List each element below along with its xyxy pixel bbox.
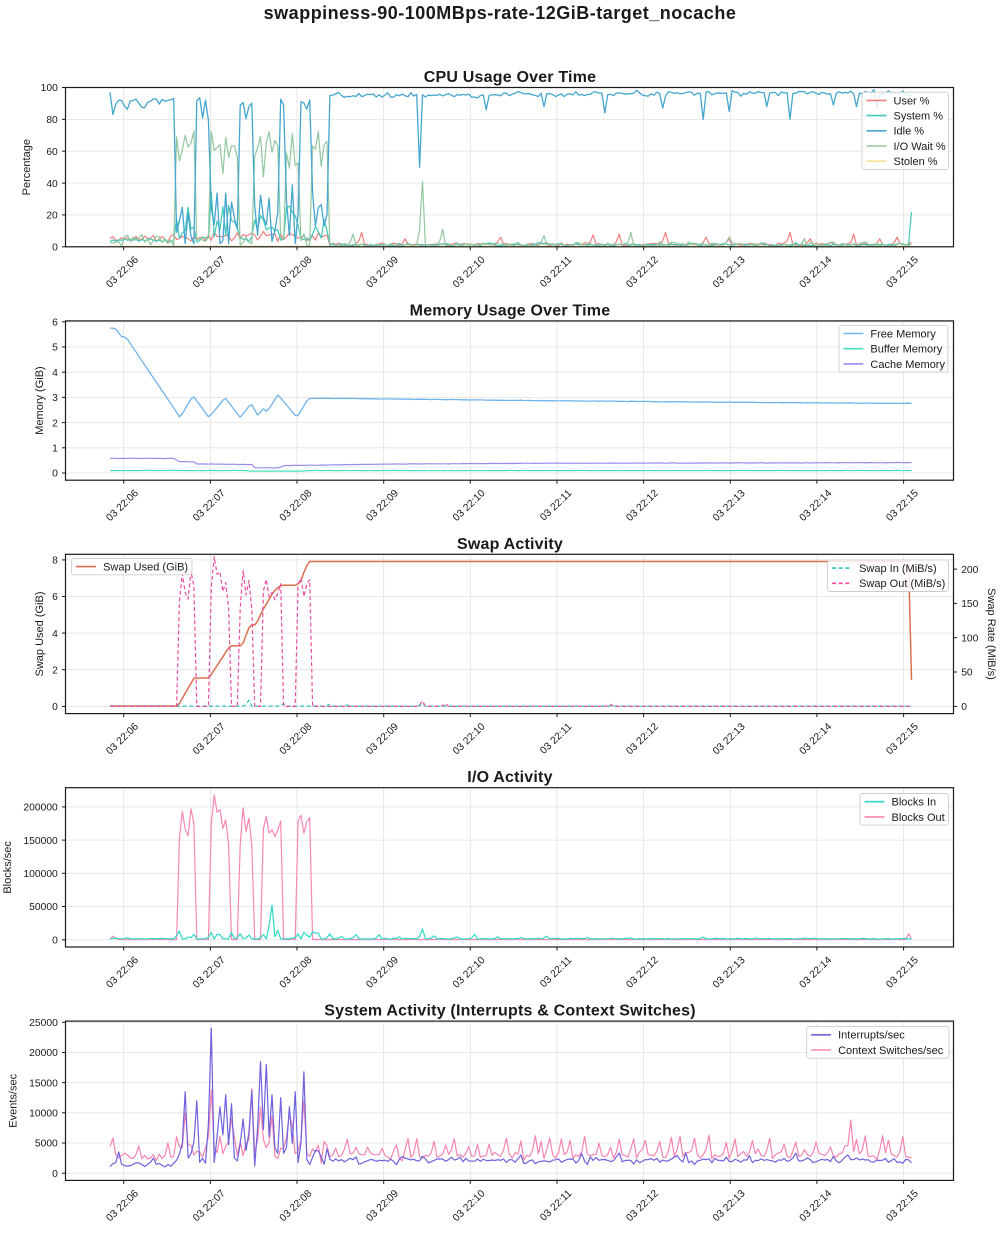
svg-text:60: 60 (46, 147, 58, 158)
svg-text:I/O Wait %: I/O Wait % (894, 141, 946, 153)
svg-text:System %: System % (894, 111, 944, 123)
svg-text:Stolen %: Stolen % (894, 156, 938, 168)
svg-text:0: 0 (52, 1169, 58, 1180)
svg-text:100: 100 (961, 633, 978, 644)
svg-text:Free Memory: Free Memory (870, 328, 936, 340)
svg-text:Events/sec: Events/sec (8, 1073, 20, 1127)
svg-text:100000: 100000 (23, 869, 58, 880)
svg-text:Percentage: Percentage (21, 139, 33, 195)
svg-text:20: 20 (46, 211, 58, 222)
svg-text:200: 200 (961, 565, 978, 576)
svg-text:User %: User % (894, 95, 930, 107)
svg-text:Swap Used (GiB): Swap Used (GiB) (34, 592, 46, 677)
svg-text:0: 0 (961, 702, 967, 713)
svg-text:50000: 50000 (29, 902, 58, 913)
svg-text:1: 1 (52, 444, 58, 455)
svg-text:Memory (GiB): Memory (GiB) (34, 366, 46, 434)
svg-text:Cache Memory: Cache Memory (870, 359, 945, 371)
svg-text:0: 0 (52, 702, 58, 713)
svg-text:Swap Out (MiB/s): Swap Out (MiB/s) (859, 578, 945, 590)
svg-text:swappiness-90-100MBps-rate-12G: swappiness-90-100MBps-rate-12GiB-target_… (264, 3, 737, 23)
svg-text:Swap Rate (MiB/s): Swap Rate (MiB/s) (985, 588, 997, 680)
svg-text:Swap In (MiB/s): Swap In (MiB/s) (859, 563, 937, 575)
svg-text:25000: 25000 (29, 1018, 58, 1029)
svg-text:Blocks/sec: Blocks/sec (2, 841, 14, 894)
svg-text:Context Switches/sec: Context Switches/sec (838, 1045, 944, 1057)
svg-text:5000: 5000 (35, 1139, 58, 1150)
svg-text:Memory Usage Over Time: Memory Usage Over Time (410, 302, 611, 319)
svg-text:100: 100 (41, 83, 58, 94)
svg-text:15000: 15000 (29, 1078, 58, 1089)
svg-text:Blocks In: Blocks In (892, 797, 937, 809)
svg-text:Buffer Memory: Buffer Memory (870, 344, 942, 356)
svg-text:40: 40 (46, 179, 58, 190)
svg-text:10000: 10000 (29, 1109, 58, 1120)
svg-text:3: 3 (52, 393, 58, 404)
svg-text:6: 6 (52, 592, 58, 603)
svg-text:Swap Used (GiB): Swap Used (GiB) (103, 562, 188, 574)
svg-text:I/O Activity: I/O Activity (467, 769, 552, 786)
svg-text:0: 0 (52, 469, 58, 480)
svg-text:Idle %: Idle % (894, 126, 925, 138)
svg-text:4: 4 (52, 368, 58, 379)
svg-text:6: 6 (52, 318, 58, 329)
svg-text:Blocks Out: Blocks Out (892, 812, 945, 824)
svg-text:System Activity (Interrupts &: System Activity (Interrupts & Context Sw… (324, 1003, 696, 1020)
svg-text:20000: 20000 (29, 1048, 58, 1059)
svg-text:0: 0 (52, 243, 58, 254)
svg-text:50: 50 (961, 668, 973, 679)
svg-text:200000: 200000 (23, 803, 58, 814)
svg-text:0: 0 (52, 936, 58, 947)
svg-text:2: 2 (52, 665, 58, 676)
svg-text:Swap Activity: Swap Activity (457, 536, 563, 553)
svg-text:80: 80 (46, 115, 58, 126)
svg-text:Interrupts/sec: Interrupts/sec (838, 1030, 905, 1042)
svg-text:4: 4 (52, 629, 58, 640)
svg-text:5: 5 (52, 343, 58, 354)
svg-text:CPU Usage Over Time: CPU Usage Over Time (424, 69, 596, 86)
svg-text:150000: 150000 (23, 836, 58, 847)
svg-text:150: 150 (961, 599, 978, 610)
svg-text:8: 8 (52, 556, 58, 567)
svg-text:2: 2 (52, 418, 58, 429)
